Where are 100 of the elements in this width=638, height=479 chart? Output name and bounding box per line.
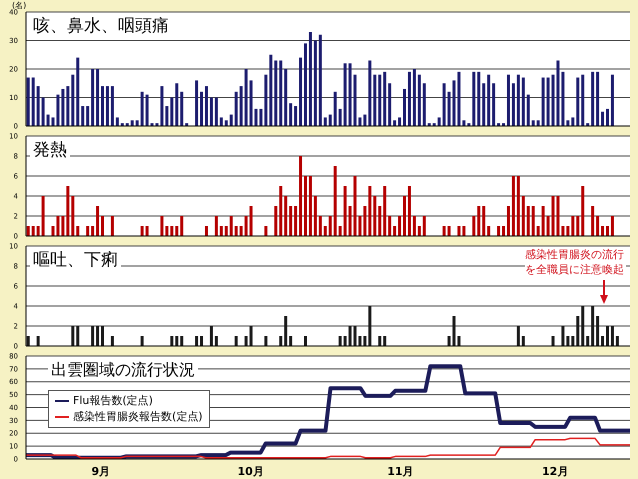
bar [210,98,213,126]
bar [457,336,460,346]
bar [457,226,460,236]
bar [542,206,545,236]
annotation: 感染性胃腸炎の流行を全職員に注意喚起 [524,247,626,277]
bar [591,306,594,346]
bar [334,92,337,126]
bar [240,226,243,236]
bar [344,336,347,346]
y-axis-title: (名) [12,0,26,10]
bar [591,72,594,126]
bar [26,226,30,236]
bar [353,74,356,126]
bar [234,226,238,236]
bar [220,226,223,236]
bar [314,40,317,126]
bar [596,216,600,236]
bar [264,336,268,346]
bar [373,74,376,126]
bar [214,98,218,126]
bar [32,78,35,126]
bar [165,226,168,236]
bar [506,206,510,236]
bar [448,336,451,346]
bar [71,196,74,236]
bar [462,226,466,236]
bar [140,226,144,236]
bar [457,72,460,126]
chart-title: 咳、鼻水、咽頭痛 [30,15,172,37]
bar [204,86,208,126]
bar [42,196,45,236]
bar [91,69,94,126]
bar [314,196,317,236]
bar [522,78,525,126]
bar [284,316,288,346]
bar [363,336,366,346]
bar [76,226,80,236]
bar [358,216,362,236]
bar [610,326,614,346]
bar [308,176,312,236]
bar [472,72,476,126]
bar [438,117,441,126]
bar [442,226,446,236]
bar [244,69,248,126]
bar [452,316,456,346]
bar [66,186,70,236]
bar [61,88,64,126]
bar [353,326,356,346]
bar [250,326,253,346]
bar [101,216,104,236]
bar [56,216,60,236]
x-tick-label: 10月 [237,464,264,478]
bar [338,226,342,236]
bar [250,206,253,236]
bar [403,88,406,126]
bar [566,336,570,346]
bar [487,226,490,236]
bar [36,336,40,346]
bar [412,69,416,126]
bar [363,206,366,236]
bar [363,114,366,126]
bar [146,94,149,126]
bar [42,98,45,126]
bar [442,83,446,126]
bar [606,226,609,236]
bar [56,94,60,126]
bar [304,43,307,126]
bar [373,196,376,236]
bar [146,226,149,236]
bar [368,186,372,236]
bar [368,306,372,346]
bar [522,196,525,236]
bar [110,216,114,236]
bar [601,336,604,346]
bar [472,216,476,236]
bar [200,92,204,126]
bar [487,74,490,126]
bar [244,216,248,236]
bar [536,226,540,236]
bar [106,86,109,126]
bar [165,106,168,126]
bar [601,226,604,236]
bar [502,226,506,236]
bar [200,336,204,346]
bar [452,80,456,126]
bar [542,78,545,126]
bar [344,186,347,236]
bar [36,86,40,126]
bar [26,336,30,346]
bar [606,108,609,126]
bar [299,58,302,126]
bar [264,74,268,126]
bar [289,206,292,236]
bar [448,92,451,126]
bar [170,336,174,346]
bar [448,226,451,236]
x-tick-label: 9月 [92,464,110,478]
bar [610,74,614,126]
bar [552,196,555,236]
bar [61,216,64,236]
